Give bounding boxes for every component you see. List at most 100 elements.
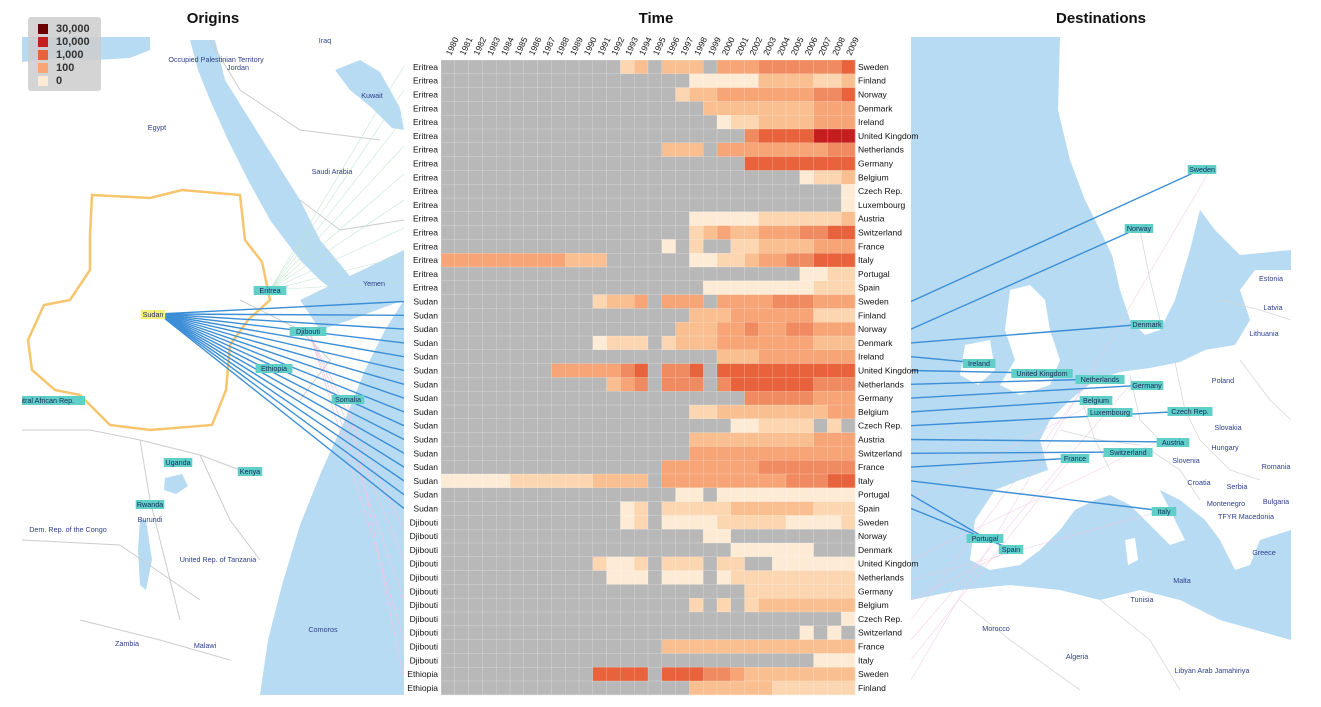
heatmap-cell[interactable] (813, 529, 828, 544)
heatmap-cell[interactable] (675, 363, 690, 378)
origin-row-label[interactable]: Djibouti (410, 573, 438, 583)
map-node-marker[interactable] (962, 359, 996, 368)
heatmap-cell[interactable] (551, 446, 566, 461)
heatmap-cell[interactable] (661, 349, 676, 364)
destination-row-label[interactable]: Ireland (858, 352, 884, 362)
heatmap-cell[interactable] (634, 487, 649, 502)
heatmap-cell[interactable] (634, 543, 649, 558)
heatmap-cell[interactable] (717, 418, 732, 433)
heatmap-cell[interactable] (689, 280, 704, 295)
heatmap-cell[interactable] (620, 391, 635, 406)
heatmap-cell[interactable] (799, 625, 814, 640)
heatmap-cell[interactable] (675, 101, 690, 116)
heatmap-cell[interactable] (841, 156, 856, 171)
heatmap-cell[interactable] (661, 73, 676, 88)
heatmap-cell[interactable] (758, 101, 773, 116)
heatmap-cell[interactable] (510, 129, 525, 144)
heatmap-cell[interactable] (510, 73, 525, 88)
heatmap-cell[interactable] (482, 529, 497, 544)
heatmap-cell[interactable] (730, 432, 745, 447)
heatmap-cell[interactable] (468, 349, 483, 364)
heatmap-cell[interactable] (841, 405, 856, 420)
heatmap-cell[interactable] (606, 474, 621, 489)
heatmap-cell[interactable] (523, 639, 538, 654)
heatmap-cell[interactable] (689, 625, 704, 640)
heatmap-cell[interactable] (592, 60, 607, 75)
heatmap-cell[interactable] (730, 142, 745, 157)
origin-row-label[interactable]: Eritrea (413, 241, 438, 251)
heatmap-cell[interactable] (689, 598, 704, 613)
heatmap-cell[interactable] (551, 625, 566, 640)
heatmap-cell[interactable] (675, 625, 690, 640)
heatmap-cell[interactable] (648, 156, 663, 171)
heatmap-cell[interactable] (813, 156, 828, 171)
origin-row-label[interactable]: Sudan (413, 490, 438, 500)
heatmap-cell[interactable] (661, 543, 676, 558)
heatmap-cell[interactable] (758, 474, 773, 489)
heatmap-cell[interactable] (579, 667, 594, 682)
heatmap-cell[interactable] (551, 129, 566, 144)
heatmap-cell[interactable] (496, 625, 511, 640)
heatmap-cell[interactable] (523, 460, 538, 475)
heatmap-cell[interactable] (551, 211, 566, 226)
heatmap-cell[interactable] (454, 681, 469, 696)
origin-row-label[interactable]: Djibouti (410, 614, 438, 624)
heatmap-cell[interactable] (758, 60, 773, 75)
heatmap-cell[interactable] (482, 184, 497, 199)
heatmap-cell[interactable] (579, 377, 594, 392)
heatmap-cell[interactable] (606, 322, 621, 337)
heatmap-cell[interactable] (496, 115, 511, 130)
heatmap-cell[interactable] (592, 101, 607, 116)
heatmap-cell[interactable] (703, 239, 718, 254)
destination-row-label[interactable]: Netherlands (858, 379, 904, 389)
heatmap-cell[interactable] (717, 156, 732, 171)
heatmap-cell[interactable] (620, 446, 635, 461)
heatmap-cell[interactable] (496, 639, 511, 654)
heatmap-cell[interactable] (648, 142, 663, 157)
heatmap-cell[interactable] (717, 294, 732, 309)
heatmap-cell[interactable] (744, 446, 759, 461)
heatmap-cell[interactable] (841, 267, 856, 282)
heatmap-cell[interactable] (827, 529, 842, 544)
heatmap-cell[interactable] (620, 60, 635, 75)
heatmap-cell[interactable] (468, 142, 483, 157)
heatmap-cell[interactable] (620, 349, 635, 364)
heatmap-cell[interactable] (648, 391, 663, 406)
heatmap-cell[interactable] (441, 446, 456, 461)
heatmap-cell[interactable] (772, 87, 787, 102)
destination-row-label[interactable]: France (858, 462, 885, 472)
destination-row-label[interactable]: Sweden (858, 517, 889, 527)
heatmap-cell[interactable] (634, 667, 649, 682)
heatmap-cell[interactable] (813, 487, 828, 502)
heatmap-cell[interactable] (620, 543, 635, 558)
heatmap-cell[interactable] (689, 377, 704, 392)
heatmap-cell[interactable] (454, 239, 469, 254)
heatmap-cell[interactable] (620, 377, 635, 392)
heatmap-cell[interactable] (730, 101, 745, 116)
heatmap-cell[interactable] (565, 653, 580, 668)
heatmap-cell[interactable] (689, 211, 704, 226)
heatmap-cell[interactable] (703, 653, 718, 668)
heatmap-cell[interactable] (675, 446, 690, 461)
heatmap-cell[interactable] (482, 501, 497, 516)
heatmap-cell[interactable] (827, 432, 842, 447)
map-node-marker[interactable] (135, 500, 165, 509)
heatmap-cell[interactable] (758, 598, 773, 613)
heatmap-cell[interactable] (620, 294, 635, 309)
heatmap-cell[interactable] (523, 474, 538, 489)
heatmap-cell[interactable] (620, 280, 635, 295)
map-label-ethiopia[interactable]: Ethiopia (261, 364, 287, 373)
map-label-djibouti[interactable]: Djibouti (296, 327, 320, 336)
heatmap-cell[interactable] (620, 129, 635, 144)
destination-row-label[interactable]: Switzerland (858, 448, 902, 458)
heatmap-cell[interactable] (799, 349, 814, 364)
heatmap-cell[interactable] (537, 267, 552, 282)
heatmap-cell[interactable] (744, 73, 759, 88)
heatmap-cell[interactable] (523, 501, 538, 516)
heatmap-cell[interactable] (441, 184, 456, 199)
heatmap-cell[interactable] (523, 405, 538, 420)
heatmap-cell[interactable] (523, 225, 538, 240)
heatmap-cell[interactable] (703, 391, 718, 406)
heatmap-cell[interactable] (772, 405, 787, 420)
heatmap-cell[interactable] (565, 170, 580, 185)
